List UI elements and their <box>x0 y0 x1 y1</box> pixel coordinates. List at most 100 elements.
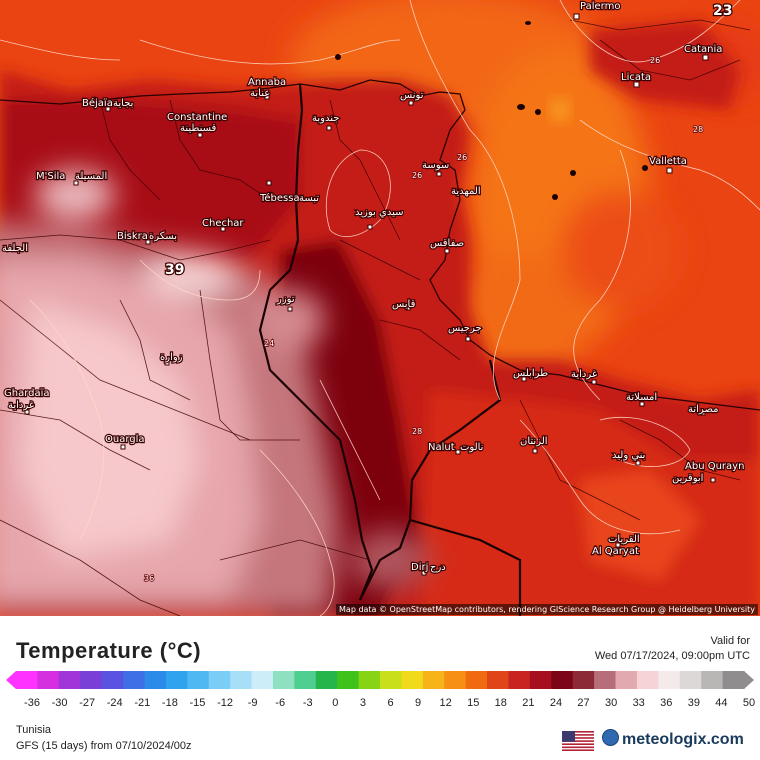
colorbar-segment <box>444 671 467 689</box>
colorbar-segment <box>16 671 39 689</box>
colorbar-segment <box>422 671 445 689</box>
colorbar-tick-label: -24 <box>106 697 123 709</box>
place-label-annaba: Annaba <box>248 77 286 88</box>
place-label-ar-ghardaia: غرداية <box>8 400 34 411</box>
place-label-ar-zuwara: طرابلس <box>513 368 548 379</box>
colorbar-tick-label: 27 <box>577 697 590 709</box>
place-label-ar-annaba: عنابة <box>250 88 270 99</box>
colorbar-tick-label: -30 <box>51 697 68 709</box>
place-label-ar-gafsa: قابس <box>392 299 416 310</box>
colorbar-tick-label: 24 <box>549 697 563 709</box>
place-label-ar-mahdia: المهدية <box>451 186 481 197</box>
colorbar-segment <box>315 671 338 689</box>
place-label-ar-tunis: تونس <box>400 90 424 101</box>
contour-label: 26 <box>650 56 660 65</box>
brand-logo[interactable]: meteologix.com <box>602 729 744 749</box>
colorbar-segment <box>529 671 552 689</box>
colorbar-tick-label: -15 <box>189 697 206 709</box>
place-label-palermo: Palermo <box>580 1 620 12</box>
place-label-alqaryat: Al Qaryat <box>592 546 639 557</box>
colorbar-tick-label: 15 <box>467 697 480 709</box>
place-label-ar-msallata: امسلاتة <box>626 392 657 403</box>
colorbar-segment <box>230 671 253 689</box>
globe-icon <box>602 729 619 746</box>
colorbar-segment <box>380 671 403 689</box>
place-label-ar-tripoli: غرداية <box>571 369 597 380</box>
place-label-ar-djerba: جرجيس <box>448 323 482 334</box>
place-label-ar-banywalid: بني وليد <box>612 450 645 461</box>
colorbar-segment <box>658 671 681 689</box>
place-label-ar-dirj: درج <box>430 562 446 573</box>
place-label-ar-alqaryat: القريات <box>608 534 640 545</box>
colorbar-right-arrow <box>744 671 754 689</box>
colorbar-tick-label: -18 <box>161 697 178 709</box>
colorbar-segment <box>722 671 745 689</box>
place-label-constantine: Constantine <box>167 112 227 123</box>
place-label-ar-abuqurayn: ابوقرين <box>672 473 703 484</box>
temperature-map: 26 28 26 26 24 28 36 39 23 Palermo Catan… <box>0 0 760 616</box>
place-label-ouargla: Ouargla <box>105 434 145 445</box>
place-label-msila: M'Sila <box>36 171 65 182</box>
colorbar-segment <box>594 671 617 689</box>
colorbar-tick-label: -3 <box>302 697 313 709</box>
region-label: Tunisia <box>16 724 52 736</box>
contour-label: 26 <box>412 171 422 180</box>
temperature-value-39: 39 <box>165 262 184 278</box>
place-label-biskra: Biskra <box>117 231 148 242</box>
colorbar-segment <box>401 671 424 689</box>
colorbar-segment <box>615 671 638 689</box>
colorbar-tick-label: 36 <box>660 697 673 709</box>
place-label-nalut: Nalut <box>428 442 455 453</box>
place-label-abuqurayn: Abu Qurayn <box>685 461 744 472</box>
place-label-ar-sfax: صفاقس <box>430 238 464 249</box>
colorbar-segment <box>572 671 595 689</box>
place-label-chechar: Chechar <box>202 218 244 229</box>
colorbar-segment <box>37 671 60 689</box>
place-label-ar-zintan: الزنتان <box>520 436 548 447</box>
contour-label: 36 <box>144 574 154 583</box>
temperature-colorbar <box>6 671 754 689</box>
contour-label: 24 <box>264 339 274 348</box>
colorbar-tick-label: 44 <box>715 697 728 709</box>
brand-name: meteologix.com <box>622 731 744 748</box>
colorbar-segment <box>487 671 510 689</box>
colorbar-tick-label: 30 <box>604 697 618 709</box>
place-label-ar-bejaia: بجاية <box>113 98 133 109</box>
colorbar-segment <box>80 671 103 689</box>
colorbar-segment <box>701 671 724 689</box>
temperature-value-23: 23 <box>713 3 732 19</box>
place-label-catania: Catania <box>684 44 722 55</box>
colorbar-segment <box>337 671 360 689</box>
colorbar-segment <box>208 671 231 689</box>
model-run-label: GFS (15 days) from 07/10/2024/00z <box>16 740 192 752</box>
map-attribution[interactable]: Map data © OpenStreetMap contributors, r… <box>336 604 758 615</box>
colorbar-segment <box>251 671 274 689</box>
place-label-ghardaia: Ghardaïa <box>4 388 50 399</box>
contour-label: 28 <box>412 427 422 436</box>
legend-title: Temperature (°C) <box>16 638 202 663</box>
colorbar-tick-label: 50 <box>742 697 756 709</box>
colorbar-tick-label: 21 <box>522 697 535 709</box>
colorbar-segment <box>508 671 531 689</box>
place-label-ar-sidibouzid: سيدي بوزيد <box>355 207 403 218</box>
us-flag-icon[interactable] <box>562 731 594 751</box>
place-label-licata: Licata <box>621 72 651 83</box>
place-label-ar-tebessa: تبسة <box>299 193 319 204</box>
colorbar-tick-label: -6 <box>275 697 286 709</box>
place-label-dirj: Dirj <box>411 562 428 573</box>
valid-time: Wed 07/17/2024, 09:00pm UTC <box>594 650 750 662</box>
place-label-ar-biskra: بسكرة <box>149 231 177 242</box>
colorbar-segment <box>358 671 381 689</box>
place-label-tebessa: Tébessa <box>259 192 300 204</box>
colorbar-segment <box>101 671 124 689</box>
place-label-ar-touggourt: زوارة <box>160 352 183 363</box>
colorbar-tick-label: 3 <box>359 697 366 709</box>
colorbar-segment <box>58 671 81 689</box>
valid-for-label: Valid for <box>710 635 750 647</box>
colorbar-tick-label: 39 <box>687 697 700 709</box>
colorbar-segment <box>679 671 702 689</box>
colorbar-tick-label: 6 <box>387 697 394 709</box>
colorbar-tick-label: -36 <box>24 697 40 709</box>
colorbar-segment <box>272 671 295 689</box>
colorbar-tick-label: 0 <box>332 697 339 709</box>
